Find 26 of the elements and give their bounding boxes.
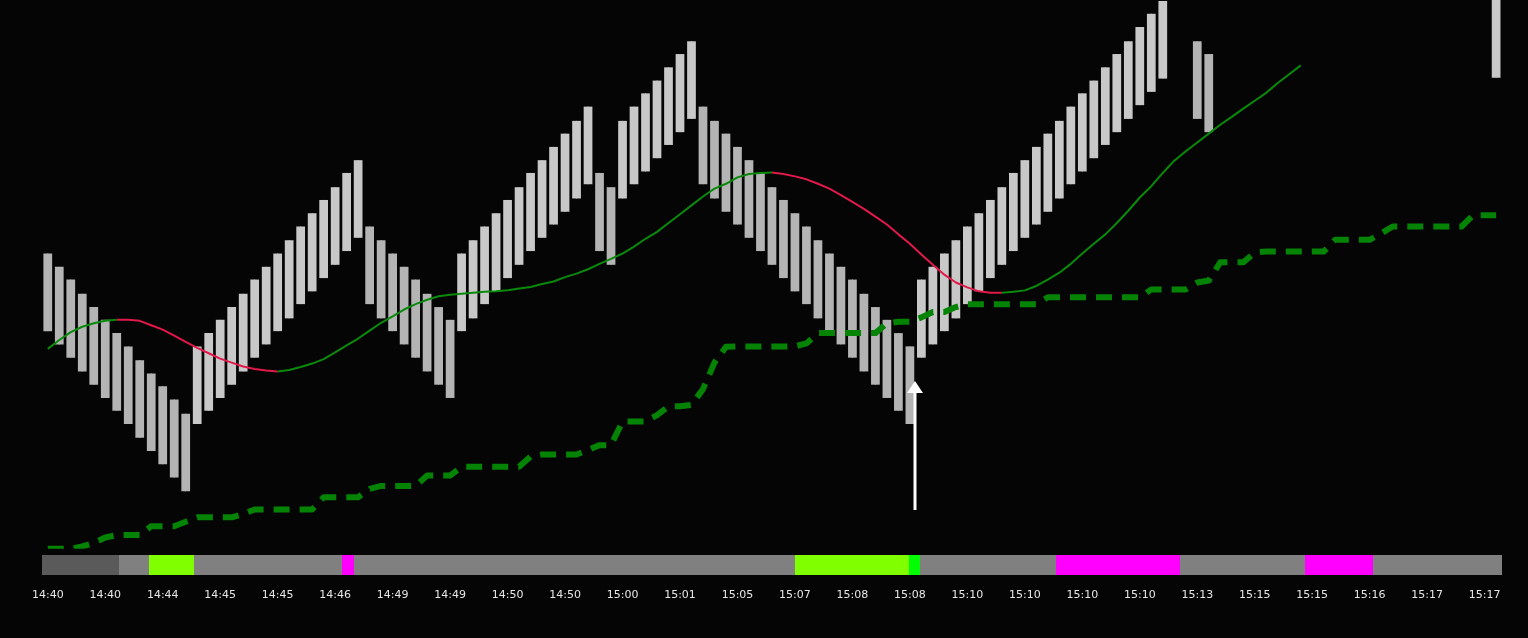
x-tick-label: 14:49 xyxy=(376,588,409,602)
x-tick-label: 14:40 xyxy=(31,588,64,602)
x-tick-label: 15:17 xyxy=(1411,588,1444,602)
x-tick-label: 14:44 xyxy=(146,588,179,602)
x-tick-label: 14:50 xyxy=(549,588,581,602)
x-tick-label: 15:15 xyxy=(1238,588,1271,602)
x-tick-label: 15:10 xyxy=(1123,588,1156,602)
x-tick-label: 14:46 xyxy=(319,588,351,602)
x-tick-label: 15:13 xyxy=(1181,588,1214,602)
x-tick-label: 15:07 xyxy=(779,588,811,602)
x-tick-label: 14:50 xyxy=(491,588,524,602)
x-tick-label: 15:16 xyxy=(1353,588,1386,602)
x-tick-label: 15:08 xyxy=(894,588,926,602)
x-tick-label: 15:10 xyxy=(1066,588,1099,602)
x-tick-label: 15:00 xyxy=(606,588,639,602)
x-tick-label: 14:45 xyxy=(204,588,237,602)
x-tick-label: 14:45 xyxy=(261,588,294,602)
x-tick-label: 15:10 xyxy=(951,588,984,602)
x-tick-label: 15:01 xyxy=(664,588,696,602)
x-tick-label: 15:08 xyxy=(836,588,869,602)
x-tick-label: 15:15 xyxy=(1296,588,1329,602)
x-tick-label: 14:40 xyxy=(89,588,122,602)
x-tick-label: 14:49 xyxy=(434,588,466,602)
x-tick-label: 15:10 xyxy=(1008,588,1041,602)
x-tick-label: 15:05 xyxy=(721,588,754,602)
x-tick-label: 15:17 xyxy=(1468,588,1501,602)
